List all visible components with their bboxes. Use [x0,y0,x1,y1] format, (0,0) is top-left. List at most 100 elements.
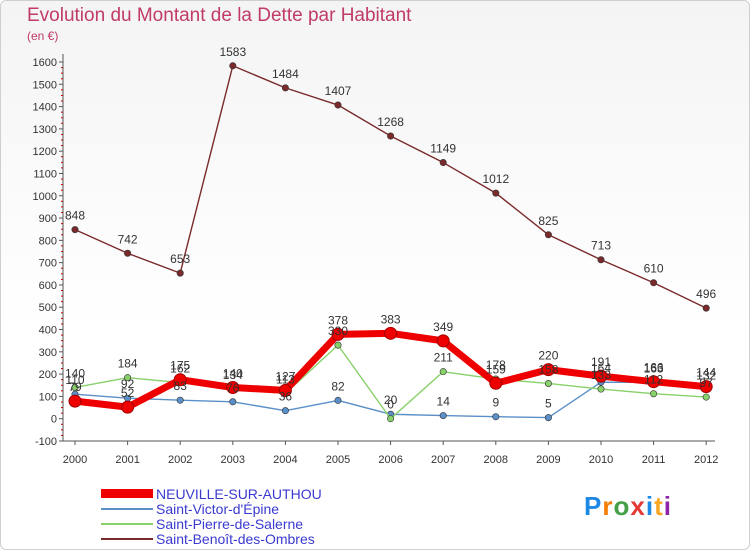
data-point [702,304,710,312]
data-label: 330 [328,324,348,338]
data-label: 610 [644,262,664,276]
data-point [281,407,289,415]
data-point [176,269,184,277]
data-label: 140 [65,366,85,380]
data-point [71,383,79,391]
x-tick-label: 2005 [326,454,350,466]
x-tick-label: 2011 [642,454,666,466]
y-tick-label: 900 [39,213,57,225]
data-point [124,249,132,257]
legend-item: Saint-Pierre-de-Salerne [101,515,322,532]
legend-swatch [101,522,153,525]
series-line-4 [74,65,707,309]
data-point [384,326,398,340]
logo-letter: t [654,491,664,521]
data-label: 144 [696,366,716,380]
data-label: 496 [696,287,716,301]
data-label: 713 [591,239,611,253]
data-label: 158 [538,362,558,376]
logo-letter: x [630,491,646,521]
x-tick-label: 2000 [63,454,87,466]
legend-label: Saint-Pierre-de-Salerne [156,515,304,532]
data-point [489,376,503,390]
data-point [647,375,661,389]
data-label: 163 [644,361,664,375]
legend: NEUVILLE-SUR-AUTHOU Saint-Victor-d'Épine S… [101,485,322,547]
legend-item: Saint-Benoît-des-Ombres [101,530,322,547]
data-label: 653 [170,252,190,266]
data-point [439,368,447,376]
x-tick-label: 2003 [221,454,245,466]
legend-label: Saint-Victor-d'Épine [156,500,280,517]
data-label: 132 [696,368,716,382]
data-label: 140 [223,366,243,380]
y-tick-label: 1600 [33,57,57,69]
data-label: 14 [437,395,451,409]
x-tick-label: 2004 [273,454,297,466]
data-label: 110 [65,373,84,387]
logo-letter: r [602,491,614,521]
data-label: 220 [538,349,558,363]
data-point [597,256,605,264]
y-tick-label: 1100 [33,168,57,180]
data-label: 1583 [219,45,246,59]
x-tick-label: 2002 [168,454,192,466]
data-label: 383 [381,312,401,326]
y-tick-label: 100 [39,391,57,403]
data-point [702,393,710,401]
legend-item: Saint-Victor-d'Épine [101,500,322,517]
data-label: 159 [486,362,506,376]
data-point [594,369,608,383]
data-label: 162 [170,362,190,376]
data-label: 79 [68,380,82,394]
data-label: 1268 [377,115,404,129]
data-label: 112 [644,373,663,387]
data-label: 191 [591,355,611,369]
y-tick-label: 400 [39,325,57,337]
data-label: 1407 [325,84,352,98]
x-tick-label: 2008 [484,454,508,466]
legend-label: Saint-Benoît-des-Ombres [156,530,315,547]
data-point [124,374,132,382]
data-label: 83 [174,379,188,393]
data-point [229,398,237,406]
data-point [439,412,447,420]
data-label: 164 [591,361,611,375]
data-label: 211 [434,351,453,365]
y-tick-label: 0 [51,414,57,426]
x-tick-label: 2006 [378,454,402,466]
y-tick-label: -100 [35,436,57,448]
data-label: 134 [223,368,243,382]
data-label: 378 [328,313,348,327]
data-label: 36 [279,390,293,404]
data-point [281,84,289,92]
data-label: 92 [121,377,135,391]
legend-swatch [101,489,153,498]
y-tick-label: 500 [39,302,57,314]
data-point [173,373,187,387]
data-point [387,132,395,140]
data-label: 0 [387,398,394,412]
data-point [541,363,555,377]
data-point [544,414,552,422]
legend-swatch [101,537,153,540]
data-label: 1484 [272,67,299,81]
data-point [334,341,342,349]
data-label: 1149 [430,142,456,156]
legend-label: NEUVILLE-SUR-AUTHOU [156,485,322,502]
data-point [436,334,450,348]
y-tick-label: 1000 [33,191,57,203]
legend-swatch [101,507,153,510]
data-label: 133 [591,368,611,382]
proxiti-logo: Proxiti [584,491,672,522]
y-tick-label: 1500 [33,79,57,91]
data-label: 113 [276,373,295,387]
data-point [121,400,135,414]
data-label: 9 [492,396,499,410]
legend-item: NEUVILLE-SUR-AUTHOU [101,485,322,502]
data-label: 166 [644,361,664,375]
data-point [226,380,240,394]
data-label: 1012 [482,172,509,186]
data-point [544,231,552,239]
